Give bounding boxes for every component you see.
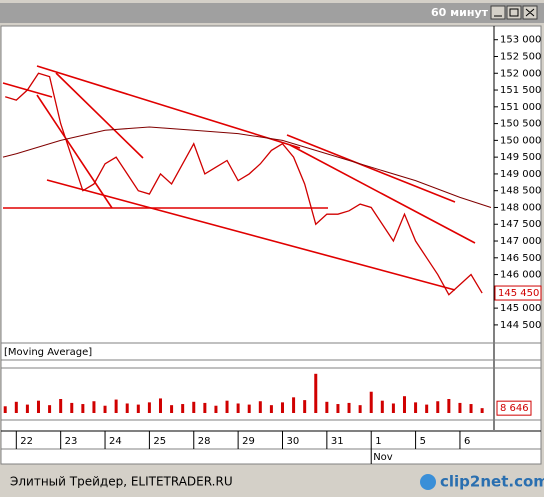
volume-bar xyxy=(314,373,318,413)
volume-bar xyxy=(92,401,96,413)
series-line xyxy=(5,72,483,296)
volume-bar xyxy=(336,404,340,413)
x-tick-label: 28 xyxy=(198,436,211,447)
volume-bar xyxy=(247,404,251,413)
x-tick-label: 24 xyxy=(109,436,122,447)
volume-bar xyxy=(59,399,63,413)
y-tick-label: 153 000 xyxy=(500,35,541,46)
volume-bar xyxy=(369,391,373,413)
y-tick-label: 152 500 xyxy=(500,51,541,62)
volume-bar xyxy=(358,405,362,413)
y-tick-label: 151 000 xyxy=(500,102,541,113)
volume-bar xyxy=(3,406,7,413)
y-tick-label: 147 500 xyxy=(500,219,541,230)
volume-bar xyxy=(181,404,185,413)
volume-bar xyxy=(236,403,240,413)
x-tick-label: 5 xyxy=(420,436,426,447)
y-tick-label: 146 000 xyxy=(500,270,541,281)
y-tick-label: 149 000 xyxy=(500,169,541,180)
volume-bar xyxy=(269,405,273,413)
volume-bar xyxy=(402,396,406,413)
volume-bar xyxy=(158,398,162,413)
trend-lines xyxy=(2,65,476,291)
trend-line xyxy=(46,179,456,291)
footer-bar xyxy=(0,466,544,497)
volume-bar xyxy=(203,402,207,413)
series-line xyxy=(2,126,492,208)
volume-bar xyxy=(225,400,229,413)
volume-bar xyxy=(258,401,262,413)
y-tick-label: 148 500 xyxy=(500,186,541,197)
volume-bar xyxy=(136,404,140,413)
x-tick-label: 22 xyxy=(20,436,33,447)
x-sublabel: Nov xyxy=(373,452,393,463)
volume-bar xyxy=(114,399,118,413)
volume-bar xyxy=(303,400,307,413)
trend-line xyxy=(36,65,301,149)
y-tick-label: 145 000 xyxy=(500,303,541,314)
legend-label: [Moving Average] xyxy=(4,347,92,358)
volume-bar xyxy=(447,399,451,413)
x-tick-label: 31 xyxy=(331,436,344,447)
volume-bar xyxy=(36,400,40,413)
trend-line xyxy=(289,144,476,244)
volume-bar xyxy=(125,403,129,413)
x-tick-label: 23 xyxy=(65,436,78,447)
volume-bar xyxy=(103,405,107,413)
volume-bar xyxy=(25,404,29,413)
volume-bar xyxy=(414,402,418,413)
volume-bar xyxy=(48,405,52,413)
trend-line xyxy=(55,72,144,159)
volume-bar xyxy=(70,402,74,413)
last-value-label: 8 646 xyxy=(500,403,529,414)
logo-icon xyxy=(420,474,436,490)
footer-source: Элитный Трейдер, ELITETRADER.RU xyxy=(10,475,233,489)
volume-bar xyxy=(325,401,329,413)
volume-bar xyxy=(292,397,296,413)
window-button-icons xyxy=(494,8,535,17)
volume-bar xyxy=(458,402,462,413)
volume-bar xyxy=(469,404,473,413)
volume-bar xyxy=(170,405,174,413)
volume-bar xyxy=(480,408,484,413)
y-tick-label: 148 000 xyxy=(500,202,541,213)
y-tick-label: 150 500 xyxy=(500,119,541,130)
x-tick-label: 1 xyxy=(375,436,381,447)
x-tick-label: 25 xyxy=(153,436,166,447)
maximize-button[interactable] xyxy=(506,5,522,20)
volume-bar xyxy=(147,402,151,413)
last-value-box xyxy=(496,400,532,416)
title-bar-fill xyxy=(0,3,544,23)
chart-area xyxy=(0,25,542,465)
y-tick-label: 150 000 xyxy=(500,135,541,146)
volume-bar xyxy=(81,404,85,413)
volume-bar xyxy=(280,402,284,413)
volume-bar xyxy=(391,403,395,413)
x-tick-label: 6 xyxy=(464,436,470,447)
footer-logo[interactable]: clip2net.com xyxy=(440,473,544,491)
trend-line xyxy=(36,94,113,209)
y-tick-label: 149 500 xyxy=(500,152,541,163)
last-value-box xyxy=(494,285,542,301)
volume-bar xyxy=(425,404,429,413)
x-tick-label: 29 xyxy=(242,436,255,447)
last-value-label: 145 450 xyxy=(498,288,539,299)
volume-bar xyxy=(14,401,18,413)
y-tick-label: 146 500 xyxy=(500,253,541,264)
volume-bar xyxy=(214,405,218,413)
volume-bar xyxy=(436,401,440,413)
window-title: 60 минут xyxy=(431,6,489,19)
y-tick-label: 147 000 xyxy=(500,236,541,247)
x-tick-label: 30 xyxy=(286,436,299,447)
y-tick-label: 151 500 xyxy=(500,85,541,96)
y-tick-label: 152 000 xyxy=(500,68,541,79)
volume-bar xyxy=(380,400,384,413)
volume-bar xyxy=(192,401,196,413)
volume-bar xyxy=(347,402,351,413)
minimize-button[interactable] xyxy=(490,5,506,20)
trend-line xyxy=(286,134,456,203)
y-tick-label: 144 500 xyxy=(500,320,541,331)
